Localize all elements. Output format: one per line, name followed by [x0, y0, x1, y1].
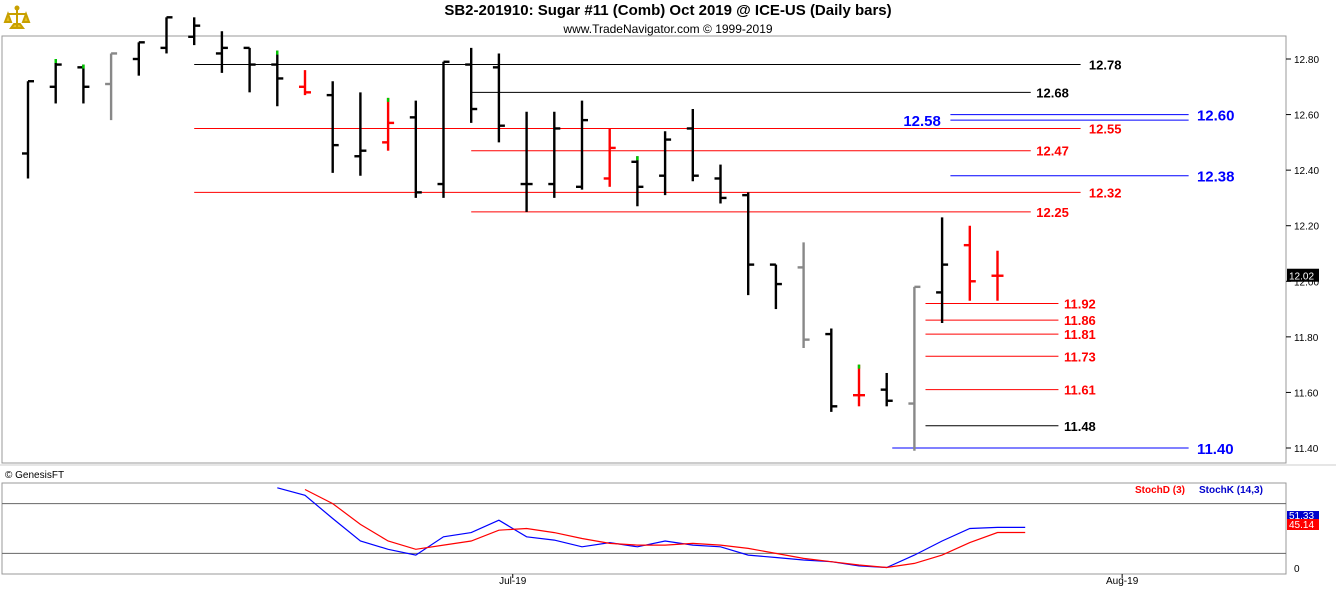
ohlc-bar	[160, 16, 173, 54]
level-label: 12.58	[903, 113, 941, 130]
level-label: 12.60	[1197, 108, 1235, 125]
stoch-ytick: 0	[1294, 564, 1300, 575]
price-panel	[1, 35, 1287, 464]
ohlc-bar	[963, 225, 976, 301]
ohlc-bar	[742, 192, 755, 296]
ohlc-bar	[243, 46, 256, 93]
stochk-value: 51.33	[1289, 511, 1314, 522]
level-label: 11.73	[1064, 349, 1096, 364]
level-label: 11.48	[1064, 419, 1096, 434]
x-tick-label: Aug-19	[1106, 576, 1139, 587]
price-bars	[22, 16, 1004, 451]
ohlc-bar	[936, 217, 949, 323]
copyright-label: © GenesisFT	[5, 470, 64, 481]
level-label: 12.38	[1197, 169, 1235, 186]
level-label: 12.25	[1036, 205, 1069, 220]
level-label: 12.32	[1089, 185, 1122, 200]
ohlc-bar	[188, 17, 201, 46]
trade-navigator-logo-icon	[2, 4, 32, 32]
stochd-value-box	[1287, 519, 1319, 530]
ohlc-bar	[991, 250, 1004, 301]
ohlc-bar	[22, 80, 34, 179]
legend-stochk: StochK (14,3)	[1199, 485, 1263, 496]
level-label: 11.61	[1064, 383, 1096, 398]
ohlc-bar	[853, 364, 865, 407]
stoch-line	[277, 487, 1026, 569]
ohlc-bar	[382, 97, 395, 151]
level-label: 11.92	[1064, 297, 1096, 312]
ohlc-bar	[686, 109, 699, 182]
chart-subtitle: www.TradeNavigator.com © 1999-2019	[563, 22, 773, 36]
ohlc-bar	[659, 131, 672, 196]
y-tick-label: 12.60	[1294, 111, 1319, 122]
y-tick-label: 12.40	[1294, 166, 1319, 177]
y-tick-label: 11.80	[1294, 333, 1319, 344]
ohlc-bar	[576, 100, 588, 190]
ohlc-bar	[215, 31, 228, 73]
ohlc-bar	[409, 100, 422, 198]
price-axis: 12.80 12.60 12.40 12.20 12.00 11.80 11.60 11.40…	[1286, 55, 1319, 455]
last-price-box	[1287, 268, 1319, 282]
ohlc-bar	[271, 50, 284, 107]
ohlc-bar	[880, 372, 893, 407]
ohlc-bar	[465, 47, 478, 123]
time-axis: Jul-19 Aug-19	[499, 574, 1139, 587]
level-label: 11.40	[1197, 441, 1234, 458]
ohlc-bar	[548, 111, 561, 198]
ohlc-bar	[825, 328, 838, 412]
chart-frame	[0, 35, 1336, 575]
y-tick-label: 11.60	[1294, 388, 1319, 399]
y-tick-label: 11.40	[1294, 444, 1319, 455]
ohlc-bar	[299, 70, 311, 96]
y-tick-label: 12.80	[1294, 55, 1319, 66]
ohlc-bar	[77, 64, 90, 104]
stoch-panel	[1, 482, 1287, 575]
last-price-label: 12.02	[1289, 272, 1314, 283]
x-tick-label: Jul-19	[499, 576, 527, 587]
ohlc-bar	[437, 60, 450, 198]
level-label: 11.86	[1064, 313, 1096, 328]
ohlc-bar	[631, 156, 644, 207]
y-tick-label: 12.20	[1294, 222, 1319, 233]
level-label: 12.47	[1036, 144, 1069, 159]
stoch-line	[304, 488, 1026, 569]
legend-stochd: StochD (3)	[1135, 485, 1185, 496]
ohlc-bar	[132, 41, 145, 76]
ohlc-bar	[714, 164, 727, 204]
ohlc-bar	[326, 81, 339, 173]
level-label: 11.81	[1064, 327, 1096, 342]
level-label: 12.78	[1089, 58, 1122, 73]
price-levels: 12.78 12.68 12.58 12.60 12.55 12.47 12.38 12.32…	[194, 58, 1234, 458]
chart-title: SB2-201910: Sugar #11 (Comb) Oct 2019 @ …	[444, 2, 892, 19]
y-tick-label: 12.00	[1294, 277, 1319, 288]
ohlc-bar	[769, 263, 782, 310]
ohlc-bar	[49, 59, 62, 104]
level-label: 12.55	[1089, 121, 1122, 136]
ohlc-bar	[105, 52, 118, 121]
ohlc-bar	[492, 53, 505, 143]
ohlc-bar	[797, 242, 810, 348]
level-label: 12.68	[1036, 85, 1069, 100]
ohlc-bar	[520, 111, 533, 212]
stochk-value-box	[1287, 511, 1319, 520]
ohlc-bar	[603, 128, 616, 187]
ohlc-bar	[908, 285, 921, 451]
ohlc-bar	[354, 92, 367, 176]
stochd-value: 45.14	[1289, 520, 1314, 531]
